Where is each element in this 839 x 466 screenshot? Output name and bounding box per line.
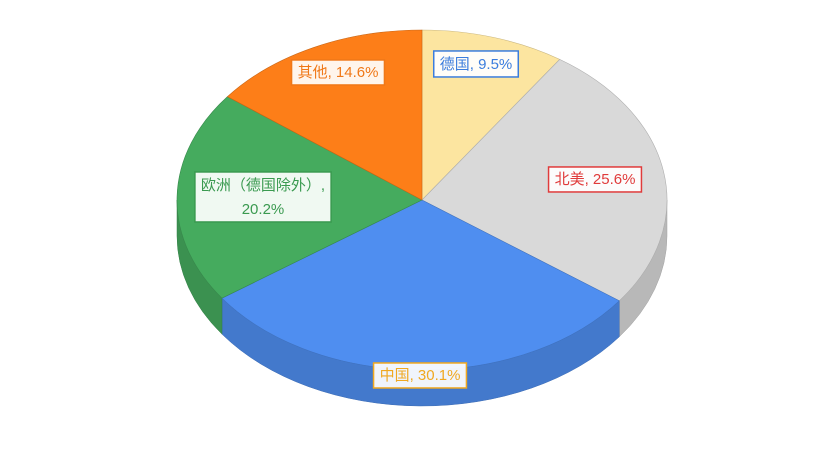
label-text: 北美, 25.6% — [555, 171, 636, 188]
label-text: 德国, 9.5% — [440, 55, 513, 73]
data-label: 中国, 30.1% — [372, 362, 468, 389]
label-box — [372, 362, 468, 389]
pie-slice — [421, 59, 668, 302]
label-text: 欧洲（德国除外）, 20.2% — [201, 176, 325, 218]
label-box — [194, 171, 332, 223]
label-box — [290, 59, 386, 86]
label-box — [547, 166, 643, 193]
data-label: 北美, 25.6% — [547, 166, 643, 193]
label-text: 其他, 14.6% — [298, 64, 379, 81]
label-box — [432, 50, 520, 78]
label-text: 中国, 30.1% — [380, 367, 461, 384]
data-label: 其他, 14.6% — [290, 59, 386, 86]
data-label: 欧洲（德国除外）, 20.2% — [194, 171, 332, 223]
data-label: 德国, 9.5% — [432, 50, 520, 78]
